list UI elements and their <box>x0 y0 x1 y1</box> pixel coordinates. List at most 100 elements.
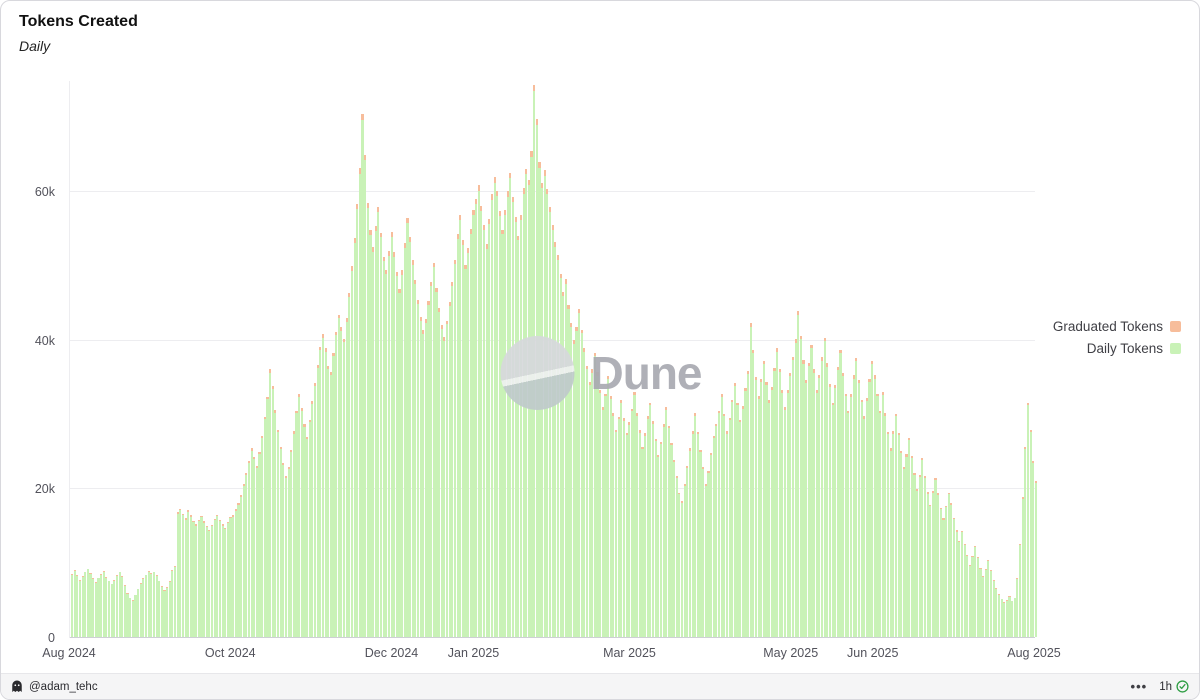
bar[interactable] <box>1026 402 1030 637</box>
bar[interactable] <box>1000 598 1003 637</box>
bar[interactable] <box>749 322 752 637</box>
bar[interactable] <box>989 570 993 637</box>
bar[interactable] <box>409 237 412 637</box>
bar[interactable] <box>184 518 187 637</box>
bar[interactable] <box>583 348 586 637</box>
bar[interactable] <box>614 429 618 637</box>
bar[interactable] <box>815 390 818 637</box>
bar[interactable] <box>187 510 190 637</box>
bar[interactable] <box>416 299 420 637</box>
bar[interactable] <box>768 400 771 637</box>
bar[interactable] <box>905 454 908 637</box>
bar[interactable] <box>282 463 285 637</box>
bar[interactable] <box>770 387 773 637</box>
bar[interactable] <box>482 225 486 637</box>
bar[interactable] <box>968 564 971 637</box>
bar[interactable] <box>445 320 449 637</box>
bar[interactable] <box>395 271 398 637</box>
bar[interactable] <box>923 476 927 637</box>
bar[interactable] <box>918 475 921 637</box>
bar[interactable] <box>480 205 483 637</box>
bar[interactable] <box>625 432 628 637</box>
bar[interactable] <box>364 154 367 637</box>
bar[interactable] <box>593 352 596 637</box>
bar[interactable] <box>247 461 251 637</box>
bar[interactable] <box>720 394 723 637</box>
bar[interactable] <box>688 448 692 637</box>
bar[interactable] <box>971 555 974 637</box>
bar[interactable] <box>205 525 208 637</box>
bar[interactable] <box>596 372 599 637</box>
bar[interactable] <box>834 385 837 637</box>
bar[interactable] <box>710 452 713 637</box>
bar[interactable] <box>131 600 134 637</box>
bar[interactable] <box>781 389 784 637</box>
bar[interactable] <box>435 288 438 637</box>
bar[interactable] <box>908 437 911 637</box>
bar[interactable] <box>221 524 224 637</box>
bar[interactable] <box>987 560 990 637</box>
bar[interactable] <box>393 252 396 637</box>
bar[interactable] <box>419 316 422 637</box>
bar[interactable] <box>654 438 657 637</box>
bar[interactable] <box>498 210 501 637</box>
bar[interactable] <box>166 587 169 637</box>
bar[interactable] <box>438 307 441 637</box>
bar[interactable] <box>831 402 834 637</box>
bar[interactable] <box>490 194 493 637</box>
bar[interactable] <box>467 248 470 637</box>
bar[interactable] <box>443 337 446 637</box>
bar[interactable] <box>820 357 824 637</box>
bar[interactable] <box>879 410 882 637</box>
bar[interactable] <box>266 396 269 637</box>
bar[interactable] <box>667 425 670 637</box>
bar[interactable] <box>517 235 520 637</box>
bar[interactable] <box>723 413 726 637</box>
bar[interactable] <box>210 525 214 637</box>
bar[interactable] <box>694 413 697 637</box>
bar[interactable] <box>675 476 678 637</box>
bar[interactable] <box>588 382 591 637</box>
bar[interactable] <box>300 407 303 637</box>
bar[interactable] <box>76 575 79 637</box>
bar[interactable] <box>155 575 158 637</box>
bar[interactable] <box>448 301 451 637</box>
bar[interactable] <box>644 433 647 637</box>
bar[interactable] <box>826 363 829 637</box>
bar[interactable] <box>865 398 868 637</box>
bar[interactable] <box>754 376 758 637</box>
bar[interactable] <box>406 218 409 637</box>
bar[interactable] <box>562 292 565 637</box>
bar[interactable] <box>218 519 222 637</box>
bar[interactable] <box>1034 480 1037 637</box>
bar[interactable] <box>403 243 406 637</box>
bar[interactable] <box>92 578 95 637</box>
bar[interactable] <box>292 431 295 637</box>
bar[interactable] <box>836 367 839 637</box>
bar[interactable] <box>747 370 750 637</box>
bar[interactable] <box>377 207 380 637</box>
bar[interactable] <box>871 361 874 637</box>
bar[interactable] <box>741 406 744 637</box>
bar[interactable] <box>263 416 266 637</box>
bar[interactable] <box>253 456 256 637</box>
bar[interactable] <box>306 437 309 637</box>
bar[interactable] <box>271 385 274 637</box>
refresh-status-badge[interactable]: 1h <box>1159 680 1189 693</box>
bar[interactable] <box>934 477 937 637</box>
bar[interactable] <box>725 431 729 637</box>
bar[interactable] <box>554 242 557 637</box>
bar[interactable] <box>646 416 649 637</box>
bar[interactable] <box>578 309 581 637</box>
bar[interactable] <box>617 416 620 637</box>
bar[interactable] <box>385 269 388 637</box>
bar[interactable] <box>585 365 589 637</box>
more-options-button[interactable]: ••• <box>1130 679 1148 694</box>
bar[interactable] <box>107 580 111 637</box>
bar[interactable] <box>237 503 240 637</box>
bar[interactable] <box>94 582 97 637</box>
bar[interactable] <box>541 183 544 637</box>
bar[interactable] <box>929 504 932 637</box>
bar[interactable] <box>78 579 82 637</box>
bar[interactable] <box>269 369 272 637</box>
